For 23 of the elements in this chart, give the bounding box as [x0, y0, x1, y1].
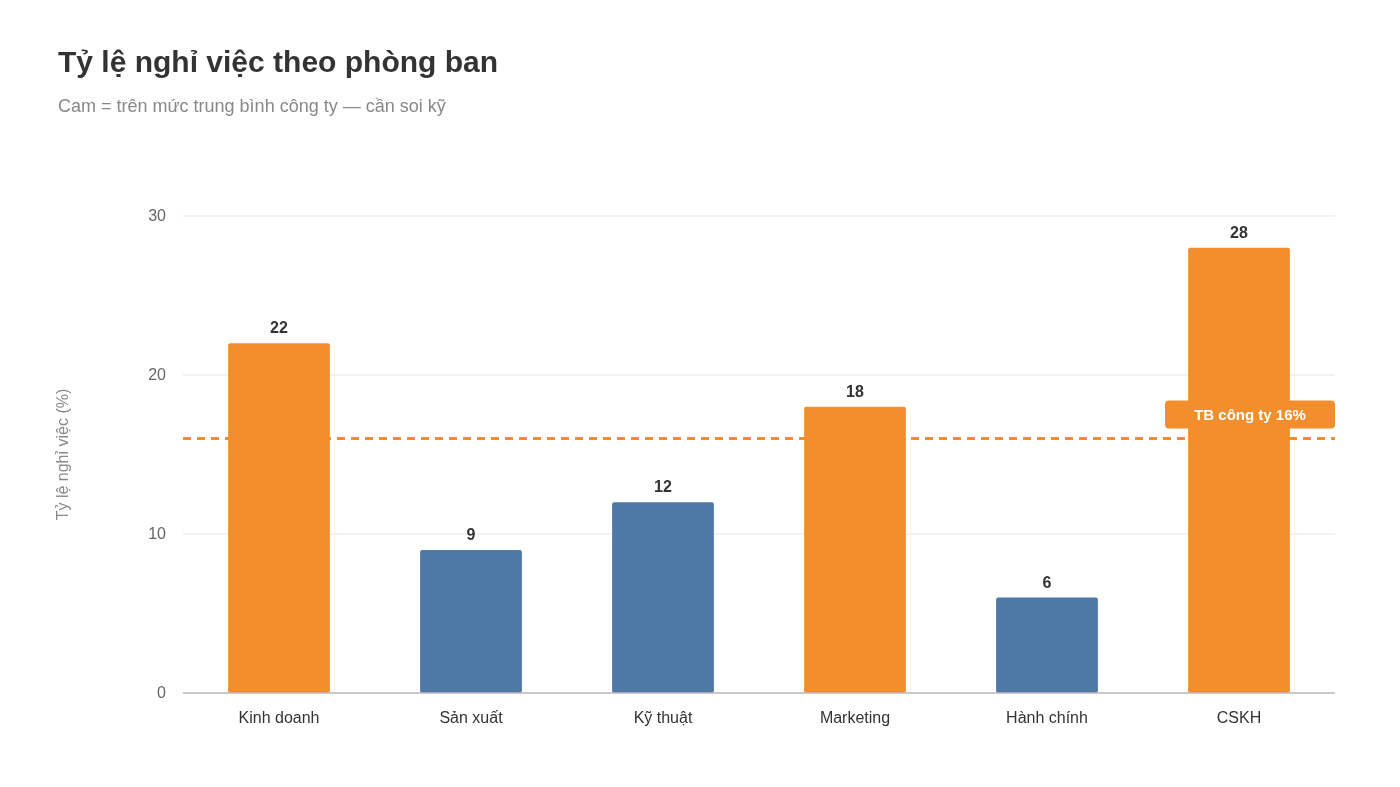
- x-tick-label: Marketing: [819, 709, 891, 726]
- y-tick-label: 20: [148, 366, 167, 383]
- y-axis-title: Tỷ lệ nghỉ việc (%): [54, 388, 71, 521]
- data-label: 22: [270, 319, 288, 337]
- bar: [612, 502, 714, 693]
- data-label: 12: [654, 478, 672, 496]
- x-tick-label: Kỹ thuật: [633, 709, 693, 726]
- y-tick-label: 10: [148, 525, 167, 542]
- chart-title: Tỷ lệ nghỉ việc theo phòng ban: [58, 45, 499, 78]
- data-label: 18: [846, 382, 864, 400]
- data-label: 28: [1230, 223, 1248, 241]
- x-tick-label: CSKH: [1216, 709, 1262, 726]
- x-tick-label: Sản xuất: [439, 709, 504, 726]
- ref-line-label: TB công ty 16%: [1194, 405, 1306, 423]
- data-label: 9: [466, 525, 476, 543]
- bar: [420, 549, 522, 693]
- chart-subtitle: Cam = trên mức trung bình công ty — cần soi kỹ: [58, 96, 446, 116]
- x-tick-label: Kinh doanh: [238, 709, 320, 726]
- x-tick-label: Hành chính: [1006, 709, 1088, 726]
- data-label: 6: [1042, 573, 1052, 591]
- y-tick-label: 30: [148, 207, 167, 224]
- y-tick-label: 0: [157, 684, 167, 701]
- bar: [996, 597, 1098, 693]
